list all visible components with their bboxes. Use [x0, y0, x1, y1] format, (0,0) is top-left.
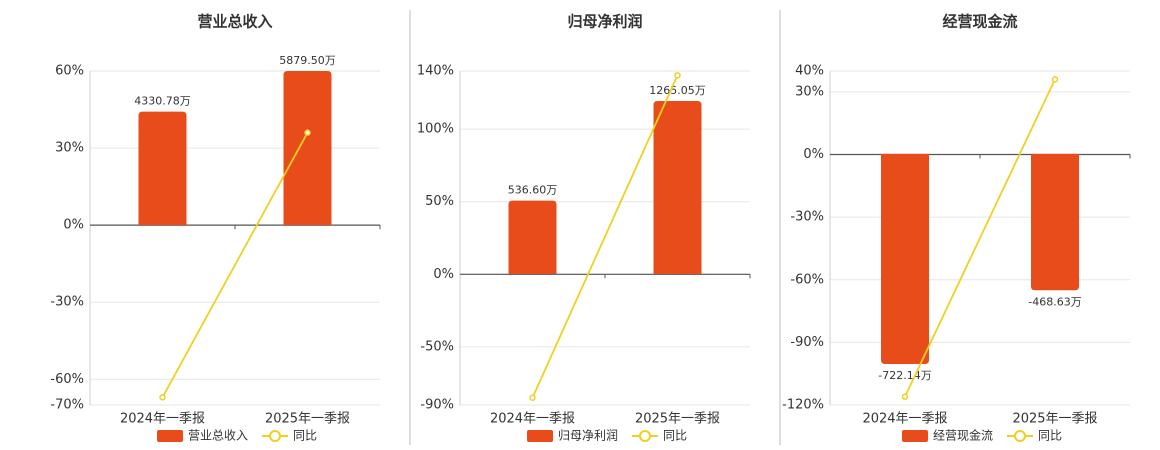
line-point: [901, 393, 909, 400]
chart-title: 经营现金流: [942, 13, 1017, 31]
legend-label: 同比: [1038, 429, 1062, 443]
legend-label: 同比: [293, 429, 317, 443]
value-label: 1265.05万: [649, 84, 706, 97]
legend-swatch: [639, 430, 651, 442]
line: [531, 74, 679, 399]
legend-label: 营业总收入: [188, 429, 248, 443]
chart-title: 归母净利润: [567, 13, 642, 31]
bar: [508, 200, 557, 274]
y-tick-label: -60%: [50, 372, 84, 387]
legend-swatch: [527, 430, 553, 442]
y-tick-label: 0%: [433, 267, 454, 282]
x-tick-label: 2024年一季报: [862, 412, 947, 427]
chart-title: 营业总收入: [197, 13, 272, 31]
bar: [1031, 153, 1079, 291]
legend-swatch: [902, 430, 928, 442]
bar: [881, 153, 929, 365]
y-tick-label: -50%: [420, 339, 454, 354]
value-label: -468.63万: [1028, 295, 1081, 308]
y-tick-label: -60%: [790, 272, 824, 287]
value-label: 4330.78万: [134, 95, 191, 108]
y-tick-label: -30%: [790, 210, 824, 225]
x-tick-label: 2024年一季报: [120, 412, 205, 427]
legend-swatch: [157, 430, 183, 442]
value-label: 536.60万: [508, 184, 558, 197]
legend-swatch: [269, 430, 281, 442]
line-point: [674, 72, 681, 79]
y-tick-label: -30%: [50, 295, 84, 310]
x-tick-label: 2025年一季报: [1012, 412, 1097, 427]
y-tick-label: -90%: [790, 335, 824, 350]
line-point: [529, 394, 536, 401]
bar: [653, 100, 702, 274]
x-tick-label: 2024年一季报: [490, 412, 575, 427]
legend-swatch: [1014, 430, 1026, 442]
y-tick-label: 40%: [795, 64, 824, 79]
y-tick-label: 0%: [803, 147, 824, 162]
y-tick-label: 60%: [55, 64, 84, 79]
line-point: [304, 129, 311, 136]
y-tick-label: -90%: [420, 398, 454, 413]
y-tick-label: 0%: [63, 218, 84, 233]
line-point: [1051, 76, 1059, 83]
value-label: -722.14万: [878, 369, 931, 382]
y-tick-label: 30%: [55, 141, 84, 156]
legend-label: 经营现金流: [933, 428, 993, 443]
y-tick-label: 140%: [417, 64, 454, 79]
y-tick-label: -70%: [50, 398, 84, 413]
line-point: [159, 394, 166, 401]
y-tick-label: 50%: [425, 194, 454, 209]
value-label: 5879.50万: [279, 54, 336, 67]
bar: [283, 71, 332, 226]
legend-label: 归母净利润: [558, 429, 618, 443]
legend-label: 同比: [663, 429, 687, 443]
y-tick-label: -120%: [782, 398, 824, 413]
y-tick-label: 100%: [417, 122, 454, 137]
bar: [138, 111, 187, 226]
line: [161, 132, 309, 398]
x-tick-label: 2025年一季报: [635, 412, 720, 427]
y-tick-label: 30%: [795, 84, 824, 99]
x-tick-label: 2025年一季报: [265, 412, 350, 427]
line: [904, 78, 1056, 398]
